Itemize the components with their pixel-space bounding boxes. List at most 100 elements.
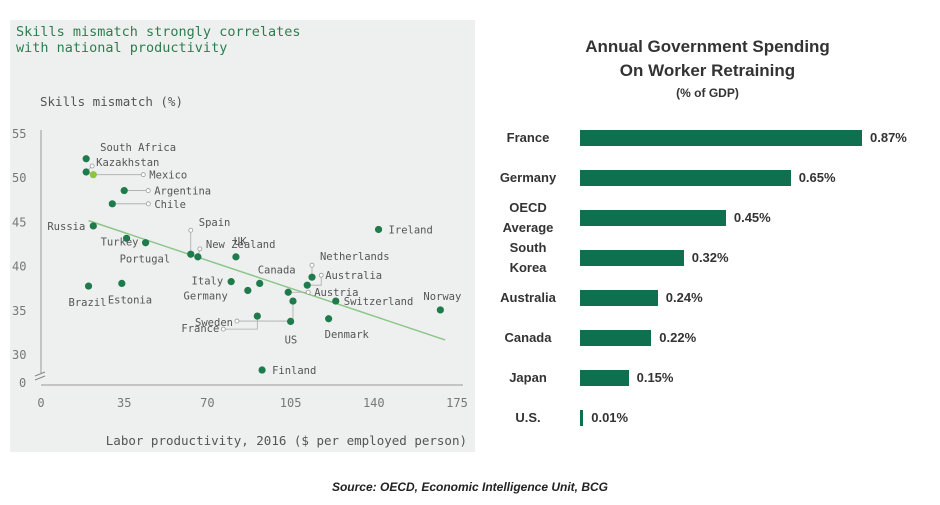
scatter-title: Skills mismatch strongly correlates with… <box>16 24 301 56</box>
bar-row: U.S. 0.01% <box>490 398 930 438</box>
bar-row: Australia 0.24% <box>490 278 930 318</box>
point-estonia <box>118 279 126 287</box>
point-argentina <box>120 186 128 195</box>
bar <box>580 290 658 306</box>
bar-value-label: 0.87% <box>870 130 907 145</box>
point-austria <box>284 288 292 296</box>
leader-line-australia <box>307 275 322 286</box>
point-spain <box>187 250 195 258</box>
point-label-denmark: Denmark <box>325 329 370 341</box>
bar-category-label: South Korea <box>509 240 547 275</box>
bar <box>580 130 862 146</box>
point-netherlands <box>308 273 316 281</box>
point-south-africa <box>82 155 90 163</box>
x-tick-label: 175 <box>446 396 468 410</box>
y-tick-label: 30 <box>12 348 26 362</box>
bar-row: OECD Average 0.45% <box>490 198 930 238</box>
point-label-italy: Italy <box>192 276 224 288</box>
point-turkey <box>122 234 131 242</box>
point-label-switzerland: Switzerland <box>344 296 414 308</box>
point-denmark <box>325 315 333 323</box>
point-new-zealand <box>194 253 202 261</box>
bar-chart-subtitle: (% of GDP) <box>676 86 739 100</box>
scatter-x-axis-label: Labor productivity, 2016 ($ per employed… <box>105 433 467 448</box>
bar-value-label: 0.22% <box>659 330 697 345</box>
bar-value-label: 0.24% <box>665 290 703 305</box>
point-label-canada: Canada <box>258 264 296 276</box>
x-tick-label: 70 <box>200 396 214 410</box>
bar-value-label: 0.01% <box>591 410 629 425</box>
point-chile <box>108 200 116 208</box>
bar-chart-title: Annual Government Spending On Worker Ret… <box>585 37 830 80</box>
point-label-australia: Australia <box>325 270 382 282</box>
point-brazil <box>84 282 93 290</box>
leader-line-sweden <box>236 301 294 322</box>
source-note: Source: OECD, Economic Intelligence Unit… <box>331 480 609 494</box>
point-label-sweden: Sweden <box>195 317 233 329</box>
bar-row: France 0.87% <box>490 118 930 158</box>
point-label-south-africa: South Africa <box>100 142 176 154</box>
bar-value-label: 0.32% <box>691 250 729 265</box>
leader-end-mexico <box>140 172 146 178</box>
bar-value-label: 0.45% <box>733 210 771 225</box>
point-kazakhstan <box>82 168 90 176</box>
y-tick-label: 40 <box>12 260 26 274</box>
point-label-ireland: Ireland <box>389 224 433 236</box>
point-label-norway: Norway <box>423 291 461 303</box>
bar-row: Canada 0.22% <box>490 318 930 358</box>
leader-end-sweden <box>234 318 240 324</box>
y-tick-label: 50 <box>12 171 26 185</box>
bar-value-label: 0.15% <box>636 370 674 385</box>
bar-value-label: 0.65% <box>798 170 836 185</box>
point-norway <box>436 306 444 314</box>
bar-row: Japan 0.15% <box>490 358 930 398</box>
scatter-y-axis-label: Skills mismatch (%) <box>40 94 183 109</box>
point-ireland <box>374 225 383 234</box>
point-canada <box>256 279 264 287</box>
point-russia <box>89 222 97 230</box>
bar-category-label: OECD Average <box>502 200 554 235</box>
point-france <box>253 312 261 320</box>
point-label-new-zealand: New Zealand <box>206 239 276 251</box>
point-label-brazil: Brazil <box>69 297 107 309</box>
x-tick-label: 0 <box>37 396 44 410</box>
scatter-plot: 55 50 45 40 35 30 00 35 70 105 140 175 South Africa K… <box>12 127 468 410</box>
x-tick-label: 35 <box>117 396 131 410</box>
bar-category-label: Japan <box>509 370 547 385</box>
bar <box>580 170 791 186</box>
point-label-spain: Spain <box>199 217 231 229</box>
point-label-us: US <box>285 334 298 346</box>
leader-end-new-zealand <box>197 246 203 252</box>
y-tick-label: 45 <box>12 215 26 229</box>
axis-break-mark <box>34 371 46 377</box>
point-label-france: France <box>181 323 219 335</box>
bar <box>580 410 584 426</box>
point-label-argentina: Argentina <box>154 186 211 198</box>
point-label-estonia: Estonia <box>108 294 152 306</box>
point-label-mexico: Mexico <box>149 170 187 182</box>
point-us <box>287 317 295 326</box>
axis-break-mark <box>34 375 46 381</box>
bar <box>580 330 652 346</box>
leader-end-austria <box>305 289 311 295</box>
leader-end-netherlands <box>309 262 315 268</box>
point-switzerland <box>332 297 340 305</box>
point-label-turkey: Turkey <box>101 236 139 248</box>
leader-end-argentina <box>145 188 151 193</box>
point-label-austria: Austria <box>314 287 358 299</box>
leader-end-kazakhstan <box>89 163 95 169</box>
leader-end-chile <box>145 201 151 207</box>
point-mexico <box>89 171 97 179</box>
scatter-panel: Skills mismatch strongly correlates with… <box>10 20 475 452</box>
point-finland <box>258 366 266 374</box>
leader-end-australia <box>318 272 324 278</box>
bar <box>580 370 629 386</box>
point-label-chile: Chile <box>154 199 186 211</box>
bar-row: South Korea 0.32% <box>490 238 930 278</box>
point-uk <box>232 253 240 261</box>
point-label-kazakhstan: Kazakhstan <box>96 157 159 169</box>
point-italy <box>227 278 235 286</box>
point-label-finland: Finland <box>272 365 316 377</box>
x-tick-label: 105 <box>280 396 302 410</box>
bar-chart-panel: Annual Government Spending On Worker Ret… <box>490 30 930 450</box>
